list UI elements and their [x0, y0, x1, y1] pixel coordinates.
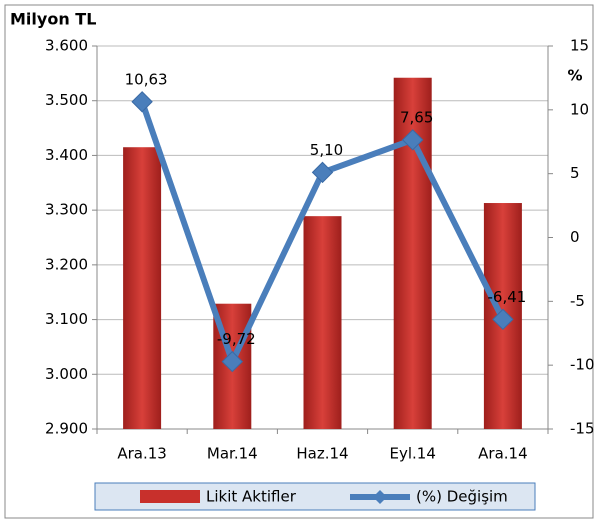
bar: [123, 147, 162, 429]
x-tick-label: Mar.14: [207, 445, 258, 463]
x-tick-label: Eyl.14: [390, 445, 436, 463]
y2-tick-label: 10: [570, 100, 589, 118]
y-tick-label: 3.300: [45, 201, 88, 219]
x-tick-label: Haz.14: [296, 445, 348, 463]
y-tick-label: 3.400: [45, 146, 88, 164]
y-tick-label: 2.900: [45, 420, 88, 438]
marker: [221, 350, 244, 373]
marker: [492, 308, 514, 331]
marker: [131, 91, 153, 113]
legend-swatch: [373, 490, 387, 504]
y-tick-label: 3.500: [45, 91, 88, 109]
marker: [401, 129, 424, 151]
y2-tick-label: -15: [570, 420, 595, 438]
x-tick-label: Ara.14: [478, 445, 527, 463]
data-label: 10,63: [125, 70, 168, 88]
y-tick-label: 3.000: [45, 365, 88, 383]
y-tick-label: 3.600: [45, 37, 88, 55]
legend-swatch: [140, 490, 200, 503]
y2-tick-label: 0: [570, 228, 580, 246]
x-tick-label: Ara.13: [117, 445, 166, 463]
y-tick-label: 3.200: [45, 255, 88, 273]
data-label: -6,41: [487, 288, 526, 306]
legend-label: Likit Aktifler: [206, 488, 297, 506]
y2-tick-label: 5: [570, 164, 580, 182]
data-label: 5,10: [310, 141, 343, 159]
y2-tick-label: 15: [570, 37, 589, 55]
y2-axis-title: %: [567, 67, 582, 85]
data-label: -9,72: [217, 330, 256, 348]
bar: [303, 216, 342, 429]
legend-label: (%) Değişim: [416, 488, 508, 506]
y-tick-label: 3.100: [45, 310, 88, 328]
y-axis-title: Milyon TL: [10, 10, 96, 29]
y2-tick-label: -10: [570, 356, 595, 374]
data-label: 7,65: [400, 108, 433, 126]
marker: [311, 161, 334, 184]
y2-tick-label: -5: [570, 292, 585, 310]
